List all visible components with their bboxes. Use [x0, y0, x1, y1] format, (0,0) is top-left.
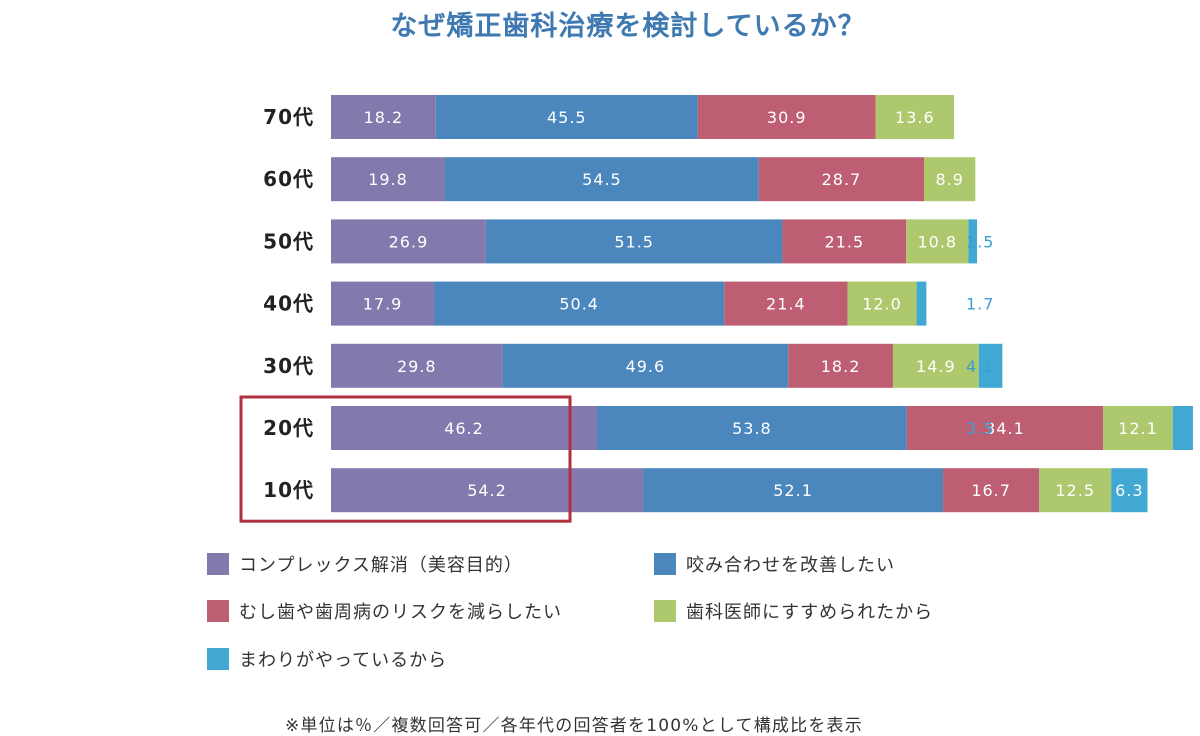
category-label: 10代 [263, 478, 314, 502]
bar-segment [924, 157, 976, 202]
data-label: 14.9 [916, 357, 956, 376]
data-label: 51.5 [614, 232, 654, 251]
data-label: 30.9 [767, 108, 807, 127]
legend-item-dentist-recommend: 歯科医師にすすめられたから [654, 598, 933, 624]
bar-segment [485, 219, 783, 264]
legend-label: コンプレックス解消（美容目的） [239, 555, 523, 576]
category-label: 30代 [263, 354, 314, 378]
category-label: 50代 [263, 229, 314, 253]
bar-segment [758, 157, 925, 202]
legend-item-complex: コンプレックス解消（美容目的） [207, 551, 523, 577]
bar-segment [916, 281, 927, 326]
bar-segment [782, 219, 907, 264]
data-label: 12.1 [1118, 419, 1158, 438]
bar-segment [1172, 406, 1193, 450]
bar-segment [1103, 406, 1173, 450]
bar-segment [331, 95, 436, 139]
bar-segment [892, 343, 979, 388]
bar-segment [788, 343, 893, 388]
data-label: 53.8 [732, 419, 772, 438]
bar-segment [331, 281, 435, 326]
data-label: 12.5 [1055, 481, 1095, 500]
data-label: 12.0 [862, 295, 902, 314]
bar-segment [434, 281, 725, 326]
bar-segment [943, 468, 1040, 513]
legend-swatch [654, 553, 676, 575]
data-label: 10.8 [917, 232, 957, 251]
category-label: 20代 [263, 416, 314, 440]
chart-title: なぜ矯正歯科治療を検討しているか？ [390, 11, 866, 42]
bar-segment [875, 95, 954, 139]
bar-segment [445, 157, 759, 202]
legend-swatch [207, 648, 229, 670]
bar-segment [978, 343, 1003, 388]
bar-segment [906, 406, 1104, 450]
data-label: 29.8 [397, 357, 437, 376]
data-label: 26.9 [389, 232, 429, 251]
bar-segment [1111, 468, 1148, 513]
bar-segment [331, 219, 486, 264]
footnote: ※単位は％／複数回答可／各年代の回答者を100%として構成比を表示 [285, 716, 863, 736]
data-label: 18.2 [364, 108, 404, 127]
data-label: 13.6 [895, 108, 935, 127]
bar-segment [847, 281, 917, 326]
legend-label: 咬み合わせを改善したい [686, 555, 895, 576]
data-label: 28.7 [822, 170, 862, 189]
bar-segment [331, 157, 446, 202]
category-label: 70代 [263, 105, 314, 129]
data-label: 1.7 [966, 295, 994, 314]
bar-segment [331, 343, 503, 388]
data-label: 50.4 [559, 295, 599, 314]
data-label: 54.5 [582, 170, 622, 189]
data-label: 21.4 [766, 295, 806, 314]
bar-segment [331, 468, 644, 513]
data-label: 49.6 [626, 357, 666, 376]
legend-item-peers: まわりがやっているから [207, 646, 447, 672]
bar-segment [724, 281, 848, 326]
category-label: 40代 [263, 292, 314, 316]
data-label: 54.2 [467, 481, 507, 500]
bar-segment [968, 219, 978, 264]
legend-label: 歯科医師にすすめられたから [686, 602, 934, 623]
bar-segment [697, 95, 876, 139]
data-label: 21.5 [825, 232, 865, 251]
legend-label: まわりがやっているから [239, 650, 448, 671]
bar-segment [502, 343, 789, 388]
legend-swatch [654, 600, 676, 622]
legend-label: むし歯や歯周病のリスクを減らしたい [239, 602, 562, 623]
bar-segment [331, 406, 598, 450]
legend-item-bite: 咬み合わせを改善したい [654, 551, 895, 577]
bar-segment [435, 95, 698, 139]
data-label: 6.3 [1115, 481, 1143, 500]
data-label: 18.2 [821, 357, 861, 376]
legend-swatch [207, 600, 229, 622]
legend-item-cavity-risk: むし歯や歯周病のリスクを減らしたい [207, 598, 562, 624]
bar-segment [1039, 468, 1112, 513]
data-label: 45.5 [547, 108, 587, 127]
data-label: 4.1 [966, 357, 994, 376]
legend-swatch [207, 553, 229, 575]
data-label: 1.5 [966, 232, 994, 251]
data-label: 17.9 [363, 295, 403, 314]
data-label: 8.9 [935, 170, 963, 189]
data-label: 34.1 [985, 419, 1025, 438]
highlight-box [239, 395, 572, 523]
bar-segment [906, 219, 969, 264]
bar-segment [643, 468, 944, 513]
data-label: 46.2 [444, 419, 484, 438]
data-label: 3.5 [966, 419, 994, 438]
data-label: 19.8 [368, 170, 408, 189]
data-label: 16.7 [971, 481, 1011, 500]
data-label: 52.1 [773, 481, 813, 500]
category-label: 60代 [263, 167, 314, 191]
bar-segment [597, 406, 907, 450]
